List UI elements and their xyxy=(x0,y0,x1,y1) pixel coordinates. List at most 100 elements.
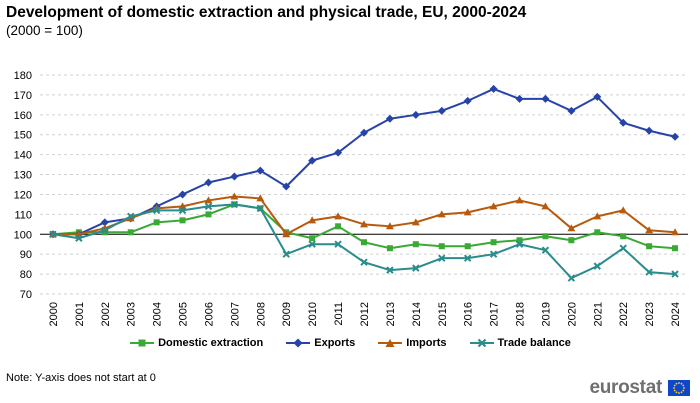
y-tick-label: 130 xyxy=(14,170,32,182)
x-axis-ticks: 2000 2001 2002 2003 2004 2005 2006 2007 2008 2009… xyxy=(48,302,682,326)
data-point-imports xyxy=(437,210,446,218)
x-tick-label: 2024 xyxy=(670,302,682,326)
y-tick-label: 140 xyxy=(14,150,32,162)
data-point-imports xyxy=(230,192,239,200)
data-point-domestic-extraction xyxy=(594,229,601,236)
eurostat-logo: eurostat xyxy=(589,377,690,399)
x-tick-label: 2009 xyxy=(281,302,293,326)
data-point-imports xyxy=(204,196,213,204)
x-tick-label: 2019 xyxy=(540,302,552,326)
x-tick-label: 2002 xyxy=(100,302,112,326)
data-point-imports xyxy=(411,218,420,226)
x-tick-label: 2018 xyxy=(515,302,527,326)
data-point-imports xyxy=(282,230,291,238)
data-point-trade-balance xyxy=(101,226,109,234)
data-point-exports xyxy=(645,126,654,135)
data-point-domestic-extraction xyxy=(127,229,134,236)
data-point-exports xyxy=(671,132,680,141)
legend-label: Imports xyxy=(406,337,447,349)
data-point-domestic-extraction xyxy=(101,229,108,236)
data-point-imports xyxy=(515,196,524,204)
y-tick-label: 70 xyxy=(20,289,32,301)
chart-subtitle: (2000 = 100) xyxy=(6,23,83,38)
data-point-trade-balance xyxy=(489,250,498,258)
data-point-domestic-extraction xyxy=(490,239,497,246)
data-point-exports xyxy=(489,84,498,93)
data-point-domestic-extraction xyxy=(179,217,186,224)
x-tick-label: 2005 xyxy=(178,302,190,326)
series-line-imports xyxy=(52,195,676,236)
legend-item-exports[interactable]: Exports xyxy=(285,337,355,349)
y-tick-label: 90 xyxy=(20,249,32,261)
data-point-imports xyxy=(671,228,680,236)
x-tick-label: 2000 xyxy=(48,302,60,326)
y-tick-label: 150 xyxy=(14,130,32,142)
data-point-exports xyxy=(593,92,602,101)
x-tick-label: 2012 xyxy=(359,302,371,326)
data-point-trade-balance xyxy=(152,206,161,215)
legend-label: Exports xyxy=(314,337,356,349)
data-point-domestic-extraction xyxy=(620,233,627,240)
x-tick-label: 2007 xyxy=(229,302,241,326)
data-point-domestic-extraction xyxy=(516,237,523,244)
data-point-trade-balance xyxy=(282,250,290,258)
legend-item-trade-balance[interactable]: Trade balance xyxy=(469,337,571,349)
x-tick-label: 2004 xyxy=(152,302,164,326)
data-point-trade-balance xyxy=(386,266,394,274)
data-point-imports xyxy=(619,206,628,214)
x-tick-label: 2003 xyxy=(126,302,138,326)
data-point-trade-balance xyxy=(671,270,679,278)
data-point-domestic-extraction xyxy=(386,245,393,252)
x-tick-label: 2016 xyxy=(463,302,475,326)
x-tick-label: 2014 xyxy=(411,302,423,326)
data-point-domestic-extraction xyxy=(672,245,679,252)
data-point-domestic-extraction xyxy=(153,219,160,226)
data-point-domestic-extraction xyxy=(412,241,419,248)
footnote: Note: Y-axis does not start at 0 xyxy=(6,372,156,384)
chart-title: Development of domestic extraction and p… xyxy=(6,4,527,21)
legend: Domestic extraction Exports Imports Trad… xyxy=(0,337,700,349)
data-point-trade-balance xyxy=(334,240,342,248)
y-tick-label: 160 xyxy=(14,110,32,122)
series-lines xyxy=(48,84,680,282)
x-tick-label: 2011 xyxy=(333,302,345,326)
data-point-exports xyxy=(230,172,239,181)
data-point-exports xyxy=(515,94,524,103)
data-point-trade-balance xyxy=(127,212,135,221)
data-point-exports xyxy=(385,114,394,123)
data-point-imports xyxy=(541,202,550,210)
data-point-domestic-extraction xyxy=(568,237,575,244)
data-point-exports xyxy=(178,190,187,199)
data-point-trade-balance xyxy=(75,234,83,242)
data-point-domestic-extraction xyxy=(205,211,212,218)
data-point-exports xyxy=(204,178,213,187)
data-point-imports xyxy=(334,212,343,220)
data-point-imports xyxy=(463,208,472,216)
x-tick-label: 2013 xyxy=(385,302,397,326)
data-point-imports xyxy=(593,212,602,220)
data-point-domestic-extraction xyxy=(361,239,367,246)
data-point-exports xyxy=(100,218,109,227)
data-point-trade-balance xyxy=(308,240,316,248)
x-tick-label: 2006 xyxy=(203,302,215,326)
data-point-trade-balance xyxy=(645,268,653,276)
data-point-exports xyxy=(567,106,576,115)
data-point-trade-balance xyxy=(541,246,550,254)
data-point-domestic-extraction xyxy=(309,235,316,242)
data-point-trade-balance xyxy=(438,254,446,262)
data-point-imports xyxy=(360,220,368,228)
square-marker-icon xyxy=(130,339,155,347)
logo-text: eurostat xyxy=(589,377,662,398)
legend-item-imports[interactable]: Imports xyxy=(377,337,447,349)
y-tick-label: 100 xyxy=(14,229,32,241)
y-tick-label: 180 xyxy=(14,70,32,82)
data-point-domestic-extraction xyxy=(438,243,445,250)
data-point-imports xyxy=(567,224,576,232)
legend-item-domestic-extraction[interactable]: Domestic extraction xyxy=(129,337,263,349)
data-point-domestic-extraction xyxy=(542,233,549,240)
data-point-exports xyxy=(619,118,628,127)
diamond-marker-icon xyxy=(286,338,311,348)
x-tick-label: 2008 xyxy=(255,302,267,326)
data-point-domestic-extraction xyxy=(646,243,653,250)
